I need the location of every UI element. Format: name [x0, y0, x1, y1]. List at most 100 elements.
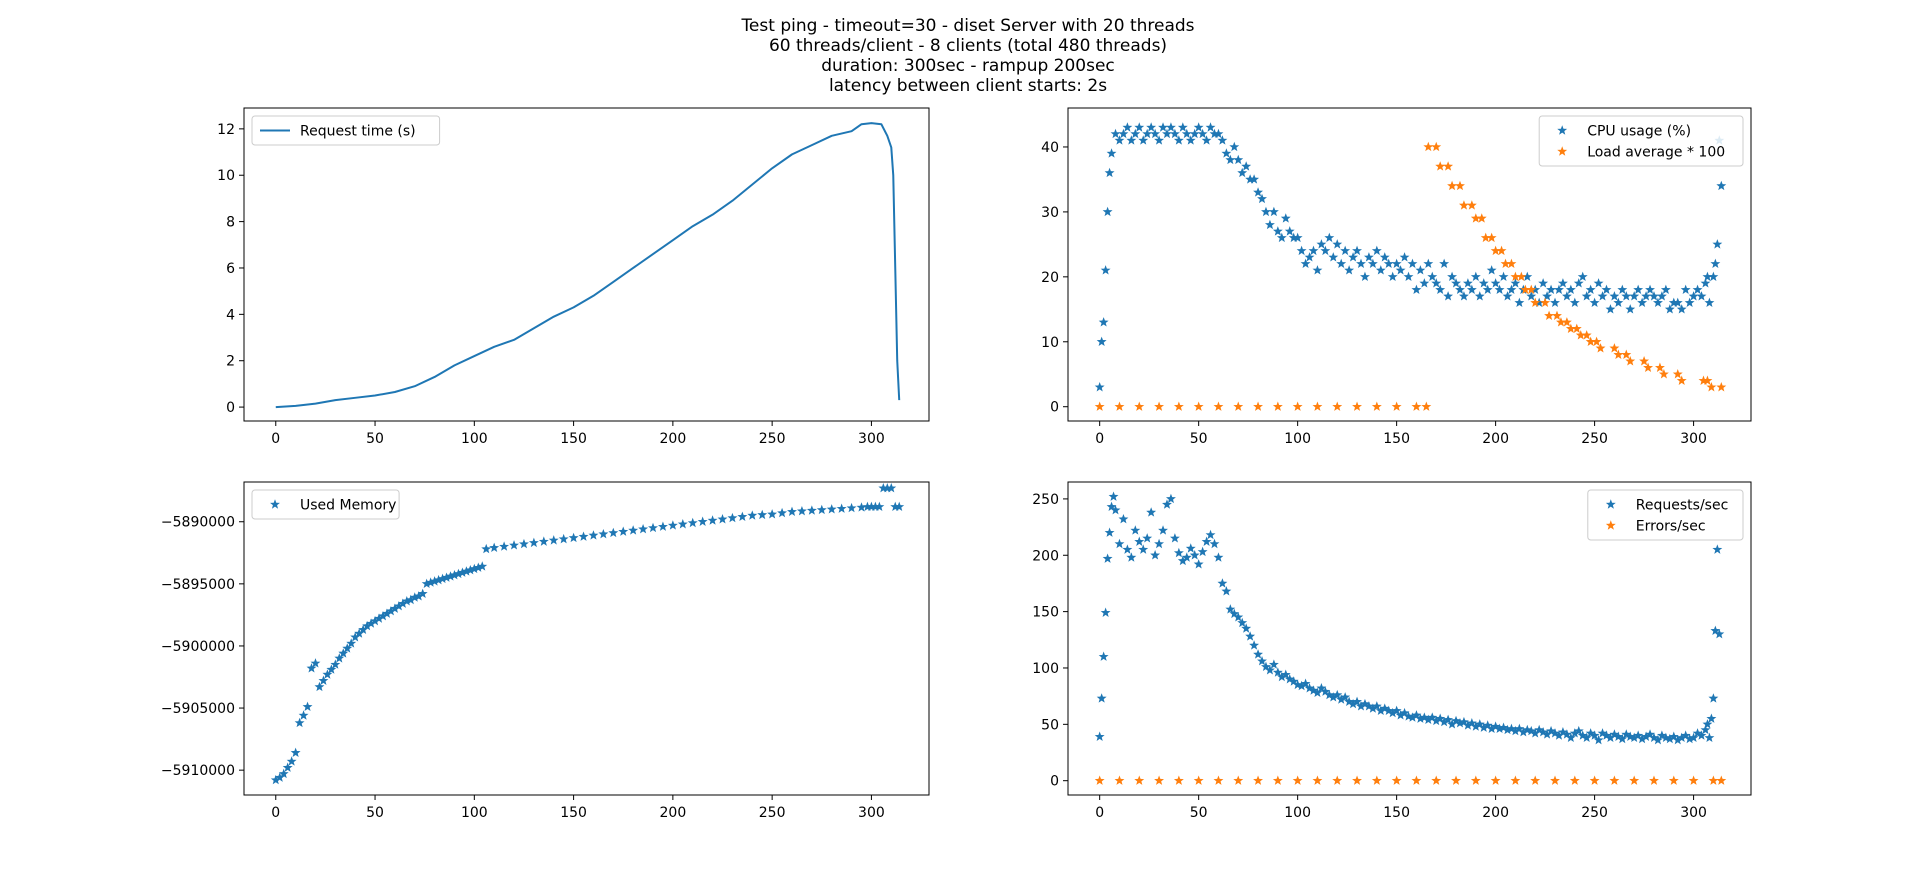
data-point — [1443, 161, 1454, 171]
y-tick-label: 200 — [1032, 548, 1059, 564]
data-point — [1371, 701, 1382, 711]
legend-label: Used Memory — [300, 498, 396, 514]
data-point — [1356, 258, 1366, 269]
data-point — [358, 624, 369, 635]
data-point — [1332, 239, 1343, 249]
data-point — [1676, 304, 1687, 314]
data-point — [1451, 278, 1461, 288]
data-point — [274, 772, 285, 782]
data-point — [1300, 258, 1311, 269]
data-point — [1205, 122, 1216, 132]
data-point — [1264, 665, 1275, 675]
y-tick-label: −5910000 — [161, 763, 235, 779]
legend-star-swatch — [1557, 146, 1568, 156]
data-point — [1494, 284, 1505, 295]
data-point — [836, 503, 847, 513]
data-point — [1569, 775, 1580, 785]
data-point — [1571, 323, 1582, 333]
data-point — [1134, 122, 1145, 132]
x-tick-label: 250 — [1581, 805, 1608, 821]
data-point — [1189, 128, 1200, 139]
data-point — [1288, 232, 1299, 243]
data-point — [1158, 525, 1168, 535]
data-point — [1336, 694, 1347, 704]
data-point — [1565, 323, 1576, 333]
data-point — [1486, 723, 1497, 734]
data-point — [1575, 330, 1586, 340]
data-point — [1474, 719, 1485, 729]
data-point — [286, 756, 297, 766]
data-point — [667, 520, 678, 530]
data-point — [894, 501, 905, 512]
data-point — [1217, 578, 1228, 588]
data-point — [1617, 284, 1628, 295]
data-point — [1530, 297, 1541, 308]
data-point — [816, 504, 827, 515]
data-point — [1150, 550, 1161, 560]
data-point — [1304, 683, 1315, 693]
data-point — [1108, 491, 1119, 501]
data-point — [846, 502, 857, 513]
data-point — [1415, 713, 1426, 723]
data-point — [1098, 651, 1109, 661]
data-point — [1573, 725, 1584, 736]
data-point — [1637, 297, 1648, 308]
data-point — [1185, 135, 1196, 145]
y-tick-label: 2 — [226, 354, 235, 370]
data-point — [1150, 128, 1161, 139]
data-point — [1712, 239, 1723, 249]
data-point — [1538, 727, 1549, 737]
data-point — [1221, 586, 1232, 596]
y-tick-label: 0 — [1050, 774, 1059, 790]
data-point — [1106, 501, 1117, 511]
data-point — [1526, 284, 1537, 295]
legend-box — [251, 115, 441, 146]
data-point — [1312, 775, 1323, 785]
data-point — [1714, 628, 1725, 639]
data-point — [882, 483, 893, 493]
data-point — [1510, 278, 1521, 288]
data-point — [1423, 258, 1434, 269]
y-tick-label: 12 — [217, 122, 235, 138]
data-point — [1094, 775, 1105, 785]
data-point — [1352, 401, 1362, 411]
data-point — [330, 659, 341, 669]
data-point — [389, 603, 400, 613]
data-point — [1613, 297, 1624, 308]
data-point — [1500, 258, 1511, 269]
data-point — [856, 502, 867, 512]
series-line — [275, 122, 901, 409]
data-point — [1308, 685, 1319, 695]
data-point — [1201, 536, 1212, 546]
data-point — [1272, 775, 1283, 785]
data-point — [1201, 135, 1212, 145]
data-point — [393, 601, 404, 611]
data-point — [1411, 710, 1422, 720]
data-point — [717, 514, 728, 524]
axes-frame — [1067, 481, 1752, 796]
data-point — [1118, 513, 1129, 524]
data-point — [866, 501, 877, 512]
y-tick-label: 10 — [1041, 335, 1059, 351]
data-point — [1316, 239, 1327, 249]
x-tick-label: 0 — [271, 805, 280, 821]
x-tick-label: 150 — [560, 805, 587, 821]
data-point — [1692, 284, 1703, 295]
data-point — [1162, 499, 1172, 509]
data-point — [1700, 278, 1711, 288]
data-point — [1629, 775, 1640, 785]
x-tick-label: 150 — [1383, 805, 1410, 821]
data-point — [1459, 291, 1469, 301]
data-point — [1169, 533, 1180, 543]
data-point — [1185, 543, 1196, 553]
data-point — [1102, 553, 1113, 563]
data-point — [1324, 689, 1335, 700]
data-point — [1561, 291, 1572, 301]
data-point — [1439, 716, 1450, 727]
data-point — [1391, 705, 1402, 716]
data-point — [1540, 297, 1551, 308]
data-point — [1672, 297, 1683, 308]
data-point — [1173, 135, 1184, 145]
data-point — [1459, 716, 1469, 727]
